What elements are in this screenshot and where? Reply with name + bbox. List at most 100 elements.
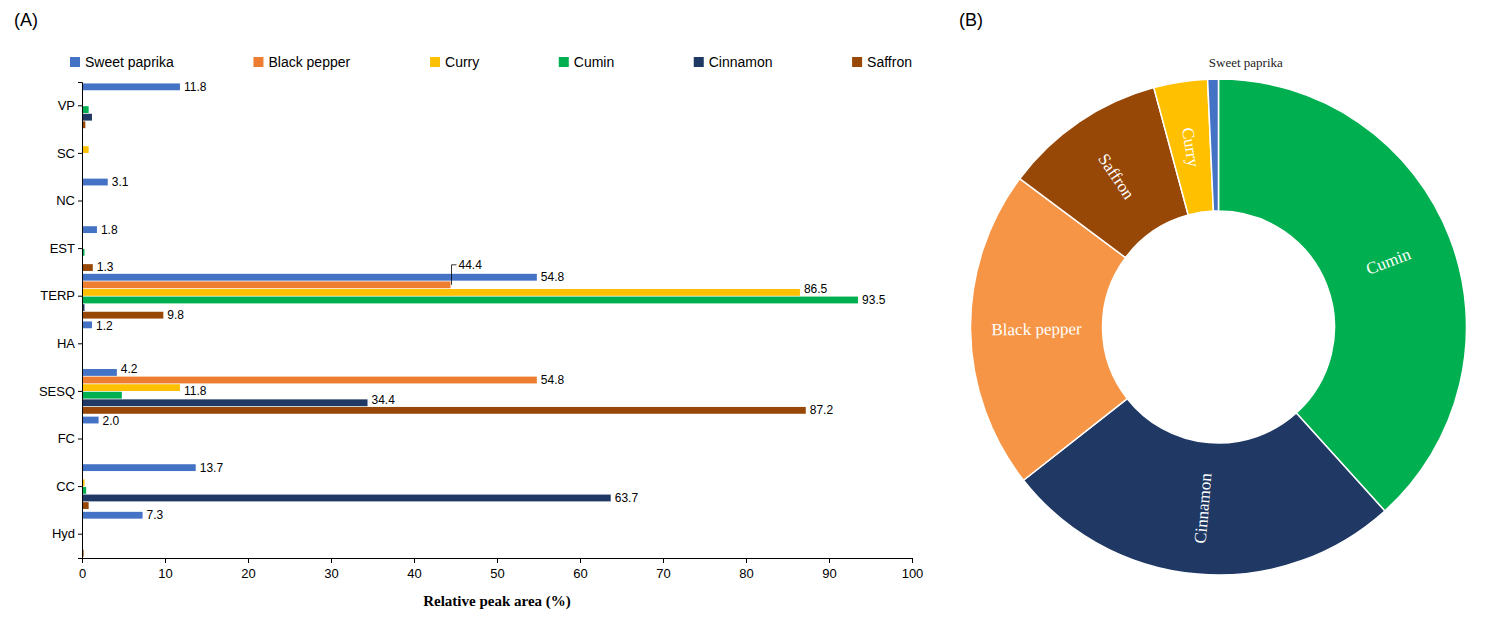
x-tick-label: 40 [407, 566, 421, 581]
y-tick: CC [56, 479, 82, 494]
bar [82, 407, 806, 414]
x-tick-mark [414, 558, 415, 563]
data-label: 11.8 [184, 80, 207, 94]
slice [1208, 79, 1219, 211]
legend-label: Saffron [867, 54, 912, 70]
x-tick-mark [497, 558, 498, 563]
bar [82, 312, 163, 319]
y-tick: NC [56, 193, 82, 208]
bar [82, 321, 92, 328]
bar-panel: 0102030405060708090100VPSCNCESTTERPHASES… [39, 54, 923, 610]
bar [82, 392, 122, 399]
bar [82, 399, 368, 406]
y-tick: EST [50, 241, 82, 256]
x-tick-label: 60 [573, 566, 587, 581]
leader-line [452, 265, 457, 285]
bar [82, 83, 180, 90]
legend-label: Black pepper [268, 54, 350, 70]
x-tick: 100 [902, 558, 924, 581]
data-label: 63.7 [615, 491, 639, 505]
y-tick-mark [78, 153, 82, 154]
y-tick: Hyd [52, 526, 82, 541]
data-label: 13.7 [200, 461, 224, 475]
bar [82, 289, 800, 296]
y-tick-label: NC [56, 193, 75, 208]
data-label: 1.2 [96, 319, 113, 333]
bar [82, 369, 117, 376]
y-axis: VPSCNCESTTERPHASESQFCCCHyd [39, 83, 83, 559]
x-tick: 80 [739, 558, 753, 581]
slice-label: Curry [1178, 126, 1203, 169]
slice-labels: CuminCinnamonBlack pepperSaffronCurrySwe… [991, 55, 1413, 544]
y-tick-mark [78, 105, 82, 106]
slice-label: Cumin [1363, 244, 1413, 279]
bars [82, 83, 858, 556]
bar-series [82, 146, 800, 486]
legend-swatch [430, 57, 440, 67]
legend-item: Cinnamon [694, 54, 773, 70]
legend-item: Black pepper [253, 54, 350, 70]
legend-item: Cumin [559, 54, 614, 70]
legend-label: Curry [445, 54, 479, 70]
x-tick: 70 [656, 558, 670, 581]
x-axis: 0102030405060708090100 [79, 558, 923, 581]
y-tick-mark [78, 534, 82, 535]
y-tick-label: TERP [40, 288, 75, 303]
x-tick-mark [331, 558, 332, 563]
y-tick: TERP [40, 288, 82, 303]
legend-swatch [852, 57, 862, 67]
x-tick-label: 30 [324, 566, 338, 581]
x-tick-label: 100 [902, 566, 924, 581]
y-tick: HA [57, 336, 82, 351]
bar [82, 377, 537, 384]
x-tick: 20 [241, 558, 255, 581]
data-label: 87.2 [810, 403, 834, 417]
data-label: 1.8 [101, 223, 118, 237]
y-tick: SESQ [39, 384, 82, 399]
y-tick-label: FC [58, 431, 75, 446]
x-tick: 10 [158, 558, 172, 581]
legend-swatch [694, 57, 704, 67]
x-tick-mark [746, 558, 747, 563]
x-tick-mark [165, 558, 166, 563]
legend-item: Curry [430, 54, 479, 70]
x-tick-mark [663, 558, 664, 563]
x-tick-label: 10 [158, 566, 172, 581]
data-label: 1.3 [97, 260, 114, 274]
panel-label: (B) [959, 10, 983, 30]
x-tick-label: 20 [241, 566, 255, 581]
y-tick-label: VP [58, 98, 75, 113]
x-tick-mark [580, 558, 581, 563]
y-axis-line [78, 83, 83, 559]
legend-swatch [70, 57, 80, 67]
data-label: 34.4 [372, 393, 396, 407]
x-axis-title: Relative peak area (%) [423, 593, 571, 610]
bar [82, 297, 858, 304]
legend-swatch [253, 57, 263, 67]
slice-label: Cinnamon [1191, 472, 1216, 545]
slice-label-outside: Sweet paprika [1209, 55, 1283, 70]
data-label: 93.5 [862, 293, 886, 307]
x-tick-label: 80 [739, 566, 753, 581]
data-label: 7.3 [147, 508, 164, 522]
legend: Sweet paprika Black pepper Curry Cumin Cinna… [70, 54, 912, 70]
y-tick-label: SESQ [39, 384, 75, 399]
x-tick: 50 [490, 558, 504, 581]
bar [82, 464, 196, 471]
y-tick-mark [78, 296, 82, 297]
bar [82, 512, 143, 519]
x-tick: 40 [407, 558, 421, 581]
legend-label: Cumin [574, 54, 614, 70]
bar [82, 274, 537, 281]
data-label: 86.5 [804, 282, 828, 296]
x-tick-mark [248, 558, 249, 563]
slice-label: Black pepper [991, 319, 1082, 339]
bar [82, 384, 180, 391]
x-tick-mark [829, 558, 830, 563]
x-tick: 90 [822, 558, 836, 581]
panel-label: (A) [14, 10, 38, 30]
data-label: 3.1 [112, 175, 129, 189]
bar [82, 264, 93, 271]
slice [1154, 79, 1214, 215]
legend-item: Sweet paprika [70, 54, 174, 70]
